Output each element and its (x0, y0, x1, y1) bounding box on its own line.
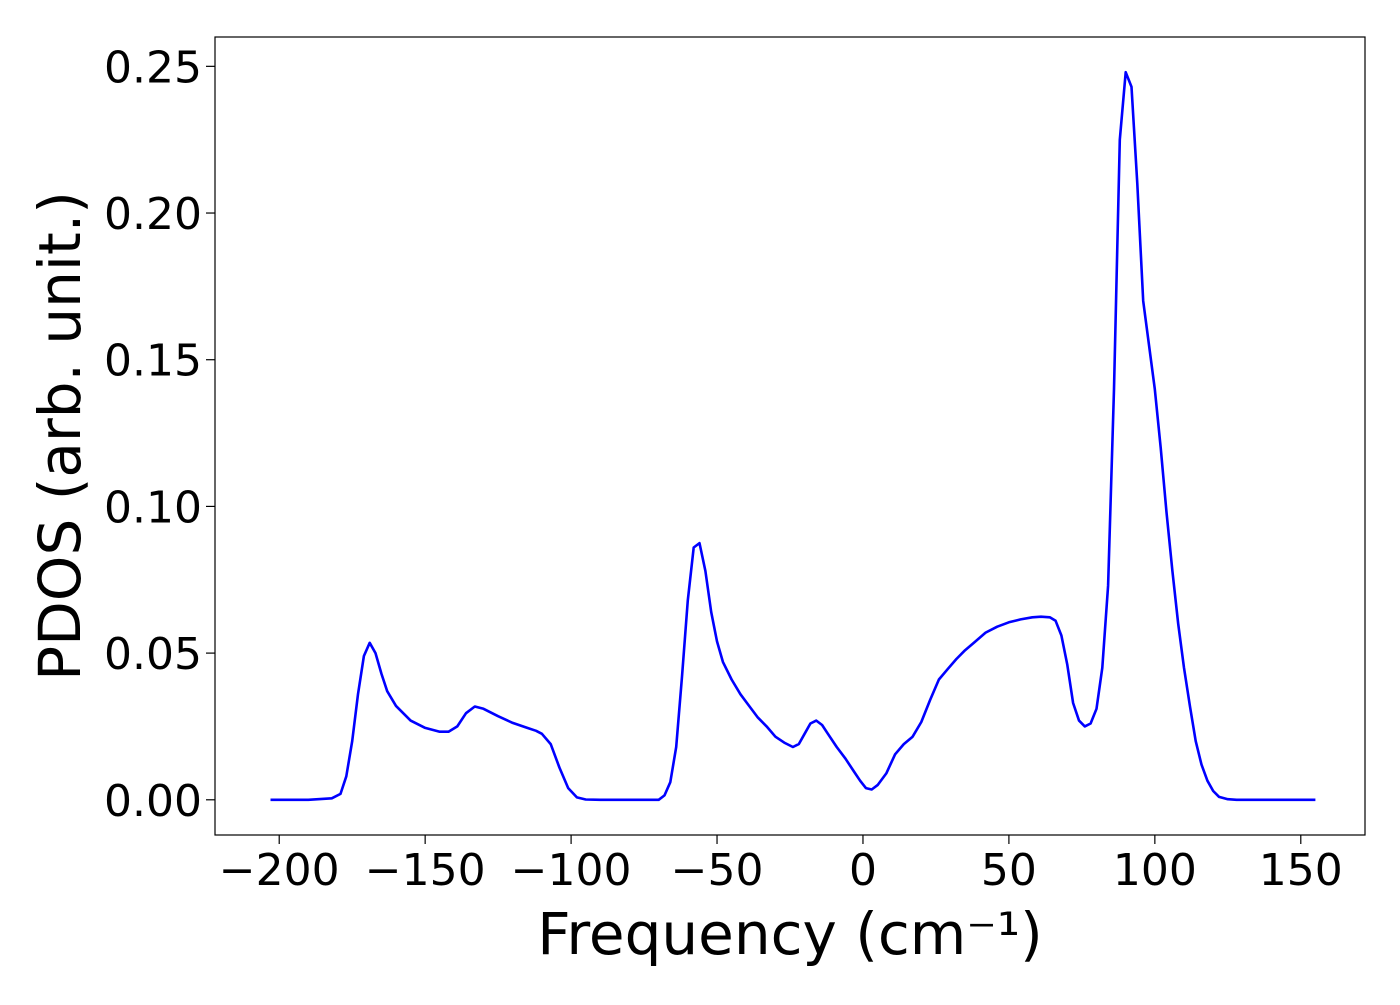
y-tick-label: 0.05 (104, 629, 202, 680)
y-tick-label: 0.00 (104, 776, 202, 827)
y-tick-label: 0.20 (104, 189, 202, 240)
x-tick-label: 50 (981, 845, 1037, 896)
x-tick-label: −100 (511, 845, 632, 896)
x-tick-label: 150 (1259, 845, 1343, 896)
x-tick-label: −200 (219, 845, 340, 896)
axes-frame (214, 36, 1366, 836)
y-axis-ticks: 0.00 0.05 0.10 0.15 0.20 0.25 (104, 42, 215, 827)
x-tick-label: 0 (849, 845, 877, 896)
y-tick-label: 0.10 (104, 482, 202, 533)
y-axis-label: PDOS (arb. unit.) (26, 191, 94, 681)
x-tick-label: −150 (365, 845, 486, 896)
y-tick-label: 0.25 (104, 42, 202, 93)
x-axis-ticks: −200 −150 −100 −50 0 50 100 150 (219, 835, 1343, 896)
plot-area (270, 70, 1316, 802)
x-tick-label: −50 (671, 845, 764, 896)
x-axis-label: Frequency (cm⁻¹) (537, 900, 1043, 968)
y-tick-label: 0.15 (104, 336, 202, 387)
x-tick-label: 100 (1113, 845, 1197, 896)
pdos-series-line-0 (270, 70, 1316, 802)
